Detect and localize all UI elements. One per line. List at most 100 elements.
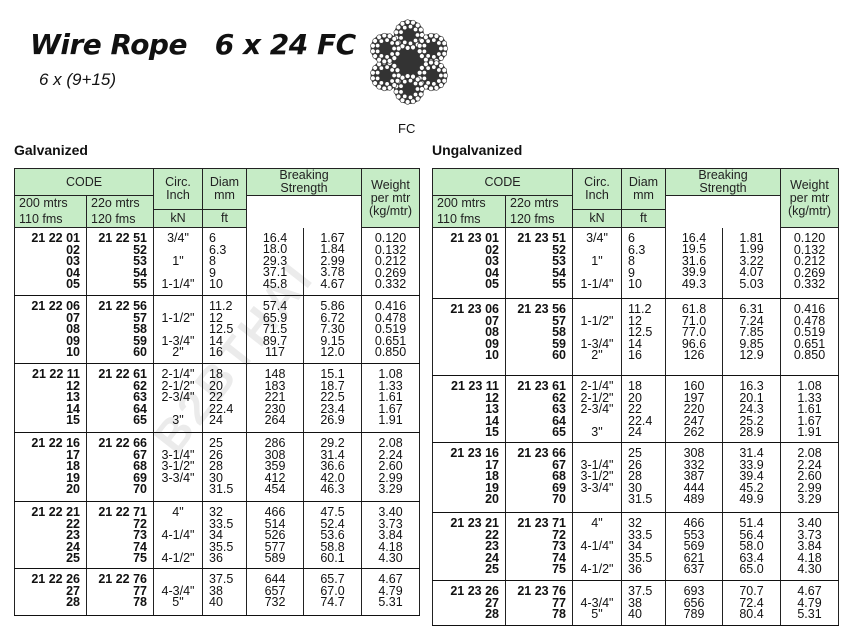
value-code-200m: 21 23 21 — [450, 516, 499, 530]
value-circumference: 4" — [172, 505, 184, 519]
value-breaking-kn: 789 — [683, 607, 705, 622]
value-breaking-ft: 4.67 — [320, 276, 345, 291]
value-code-200m: 05 — [485, 277, 499, 292]
value-code-200m: 28 — [485, 607, 499, 622]
value-code-220m: 62 — [552, 390, 566, 405]
value-diameter: 34 — [628, 539, 642, 554]
rope-cross-section-image — [370, 19, 449, 105]
value-code-200m: 07 — [485, 313, 499, 328]
value-code-220m: 55 — [552, 277, 566, 292]
strand — [370, 32, 402, 65]
cell-breaking-ft: 31.4 33.9 39.4 45.2 49.9 — [722, 442, 781, 513]
value-code-220m: 57 — [133, 310, 147, 325]
value-diameter: 11.2 — [628, 302, 652, 316]
value-breaking-ft: 2.99 — [320, 253, 345, 268]
value-code-220m: 21 23 66 — [517, 446, 566, 460]
value-code-200m: 02 — [485, 242, 499, 257]
header-kn: kN — [153, 209, 203, 228]
value-breaking-kn: 589 — [264, 551, 286, 566]
ungalvanized-table: CODE Circ. Inch Diam mm Breaking Strength Weigh… — [432, 168, 839, 626]
value-diameter: 9 — [628, 265, 635, 280]
value-weight: 0.120 — [793, 231, 826, 245]
value-breaking-kn: 45.8 — [262, 276, 288, 291]
value-breaking-kn: 221 — [264, 390, 286, 405]
row-group: 21 22 11 12 13 14 15 21 22 61 62 63 64 65 2-1/4" 2-… — [14, 363, 420, 433]
value-breaking-ft: 5.03 — [739, 276, 764, 291]
row-group: 21 23 21 22 23 24 25 21 23 71 72 73 74 75 4" 4-1/4"… — [432, 512, 839, 581]
value-weight: 2.99 — [797, 480, 822, 495]
value-diameter: 16 — [209, 345, 223, 360]
value-code-220m: 67 — [552, 457, 566, 472]
value-diameter: 16 — [628, 348, 642, 363]
value-circumference: 2-1/2" — [161, 378, 195, 393]
cell-circumference: 4-3/4" 5" — [153, 568, 203, 616]
strand — [416, 59, 449, 92]
value-weight: 0.332 — [793, 277, 826, 292]
header-ft: ft — [621, 209, 666, 228]
cell-code-200m: 21 22 06 07 08 09 10 — [14, 295, 87, 364]
value-code-200m: 28 — [66, 595, 80, 610]
value-weight: 3.73 — [378, 516, 403, 531]
value-breaking-kn: 656 — [683, 595, 705, 610]
cell-code-220m: 21 23 66 67 68 69 70 — [505, 442, 573, 513]
cell-breaking-kn: 57.4 65.9 71.5 89.7 117 — [246, 295, 304, 364]
value-diameter: 35.5 — [209, 539, 234, 554]
value-weight: 0.416 — [374, 299, 407, 313]
value-diameter: 40 — [209, 595, 223, 610]
value-breaking-kn: 65.9 — [262, 310, 288, 325]
value-circumference — [156, 484, 200, 496]
value-code-220m: 65 — [552, 425, 566, 440]
value-diameter: 26 — [628, 457, 642, 472]
value-weight: 3.84 — [378, 528, 403, 543]
core-label: FC — [398, 121, 416, 136]
value-weight: 4.18 — [378, 539, 403, 554]
value-code-220m: 77 — [133, 583, 147, 598]
value-code-200m: 04 — [485, 265, 499, 280]
value-breaking-kn: 286 — [264, 436, 286, 450]
value-diameter: 31.5 — [628, 492, 653, 507]
value-code-220m: 21 23 56 — [517, 302, 566, 316]
value-weight: 4.30 — [797, 562, 822, 577]
value-code-200m: 14 — [485, 413, 499, 428]
value-code-220m: 62 — [133, 378, 147, 393]
value-weight: 2.60 — [797, 469, 822, 484]
value-weight: 1.67 — [797, 413, 822, 428]
value-weight: 4.30 — [378, 551, 403, 566]
value-diameter: 34 — [209, 528, 223, 543]
value-breaking-kn: 117 — [265, 345, 285, 360]
value-weight: 0.651 — [793, 336, 826, 351]
value-code-220m: 73 — [133, 528, 147, 543]
cell-circumference: 4" 4-1/4" 4-1/2" — [572, 512, 622, 581]
value-code-220m: 52 — [133, 242, 147, 257]
value-breaking-ft: 67.0 — [320, 583, 345, 598]
value-weight: 4.79 — [378, 583, 403, 598]
value-code-220m: 21 22 61 — [98, 367, 147, 381]
value-code-200m: 23 — [485, 539, 499, 554]
cell-breaking-ft: 70.7 72.4 80.4 — [722, 580, 781, 626]
value-breaking-ft: 1.67 — [320, 230, 345, 245]
value-code-200m: 13 — [485, 402, 499, 417]
cell-circumference: 4-3/4" 5" — [572, 580, 622, 626]
value-breaking-ft: 58.8 — [320, 539, 345, 554]
value-breaking-ft: 60.1 — [320, 551, 345, 566]
value-code-220m: 70 — [552, 492, 566, 507]
value-circumference: 3-1/2" — [580, 469, 614, 484]
value-code-200m: 17 — [66, 447, 80, 462]
value-diameter: 6 — [209, 231, 216, 245]
cell-circumference: 1-1/2" 1-3/4" 2" — [572, 298, 622, 376]
value-breaking-ft: 28.9 — [739, 425, 764, 440]
row-group: 21 22 21 22 23 24 25 21 22 71 72 73 74 75 4" 4-1/4"… — [14, 501, 420, 569]
value-breaking-ft: 6.31 — [739, 302, 764, 316]
value-code-200m: 19 — [66, 470, 80, 485]
value-code-220m: 52 — [552, 242, 566, 257]
value-weight: 1.08 — [378, 367, 403, 381]
value-code-200m: 21 23 16 — [450, 446, 499, 460]
value-breaking-kn: 637 — [683, 562, 705, 577]
cell-code-200m: 21 22 11 12 13 14 15 — [14, 363, 87, 433]
value-breaking-kn: 183 — [264, 378, 286, 393]
value-circumference: 3-3/4" — [161, 470, 195, 485]
value-weight: 0.651 — [374, 333, 407, 348]
value-circumference: 3-3/4" — [580, 480, 614, 495]
value-breaking-kn: 412 — [264, 470, 286, 485]
cell-code-220m: 21 22 76 77 78 — [86, 568, 154, 616]
